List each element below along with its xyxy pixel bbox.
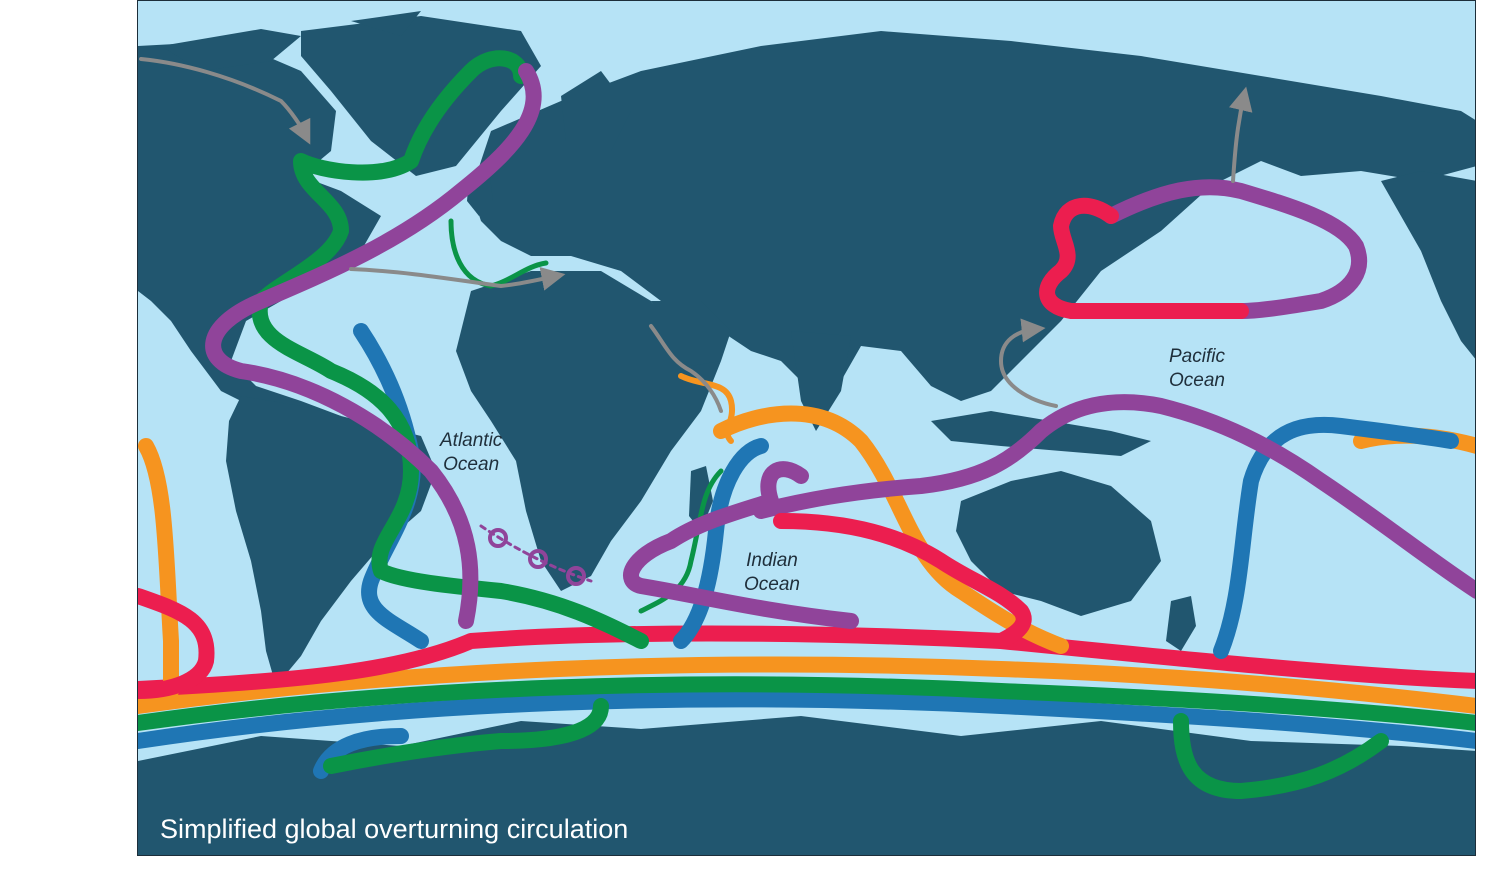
arabia	[651, 301, 731, 366]
atlantic-ocean-label-line2: Ocean	[443, 454, 500, 475]
atlantic-ocean-label-line1: Atlantic	[440, 430, 503, 451]
alaska-west-canada	[1381, 171, 1475, 359]
flow-blue-southern-band	[138, 691, 1475, 749]
new-zealand	[1166, 596, 1196, 651]
flow-orange-indian	[713, 405, 1069, 654]
pacific-ocean-label-line1: Pacific	[1169, 346, 1225, 367]
flow-gray-bering	[1229, 86, 1253, 183]
india	[791, 331, 851, 431]
eddy-ring-3	[566, 566, 586, 586]
flow-green-indian	[638, 468, 724, 614]
flow-red-indian	[773, 513, 1032, 649]
indian-ocean-label-line2: Ocean	[744, 574, 800, 595]
north-america	[138, 41, 381, 426]
scandinavia	[561, 71, 631, 166]
flow-purple-atlantic	[205, 63, 542, 629]
flow-purple-indian	[623, 461, 859, 629]
flow-red-north-pacific	[1039, 197, 1249, 320]
australia	[956, 471, 1161, 616]
flow-purple-indo-pacific	[753, 394, 1475, 599]
flow-purple-north-pacific	[1103, 179, 1368, 319]
africa	[456, 271, 721, 591]
flow-gray-red-sea	[649, 324, 723, 413]
flow-green-southern-band	[138, 676, 1475, 731]
flow-green-antarctic-right	[1173, 713, 1389, 799]
flow-blue-indian	[673, 438, 769, 649]
flow-blue-pacific	[1213, 416, 1459, 659]
flow-red-southern-band	[138, 625, 1475, 697]
arctic-islands	[161, 11, 421, 71]
indian-ocean-label-line1: Indian	[746, 550, 798, 571]
flow-orange-arabia	[678, 373, 736, 444]
flow-gray-arctic	[139, 57, 311, 145]
map-svg	[138, 1, 1475, 855]
flow-gray-pacific	[999, 318, 1058, 408]
flow-red-left	[138, 588, 215, 699]
flow-gray-mediterranean	[349, 267, 566, 291]
eddy-ring-2	[528, 549, 548, 569]
eddy-ring-1	[488, 528, 508, 548]
flow-green-atlantic	[251, 50, 649, 649]
flow-orange-southern-band	[138, 656, 1475, 714]
atlantic-ocean-label: Atlantic Ocean	[440, 429, 502, 477]
eurasia	[471, 31, 1475, 401]
map-title: Simplified global overturning circulatio…	[160, 814, 629, 844]
flow-orange-left	[138, 438, 179, 699]
south-america	[226, 396, 436, 686]
pacific-ocean-label-line2: Ocean	[1169, 370, 1225, 391]
circulation-map: Atlantic Ocean Indian Ocean Pacific Ocea…	[137, 0, 1476, 856]
indian-ocean-label: Indian Ocean	[744, 549, 800, 597]
pacific-ocean-label: Pacific Ocean	[1169, 345, 1225, 393]
flow-green-antarctic-left	[323, 698, 609, 774]
